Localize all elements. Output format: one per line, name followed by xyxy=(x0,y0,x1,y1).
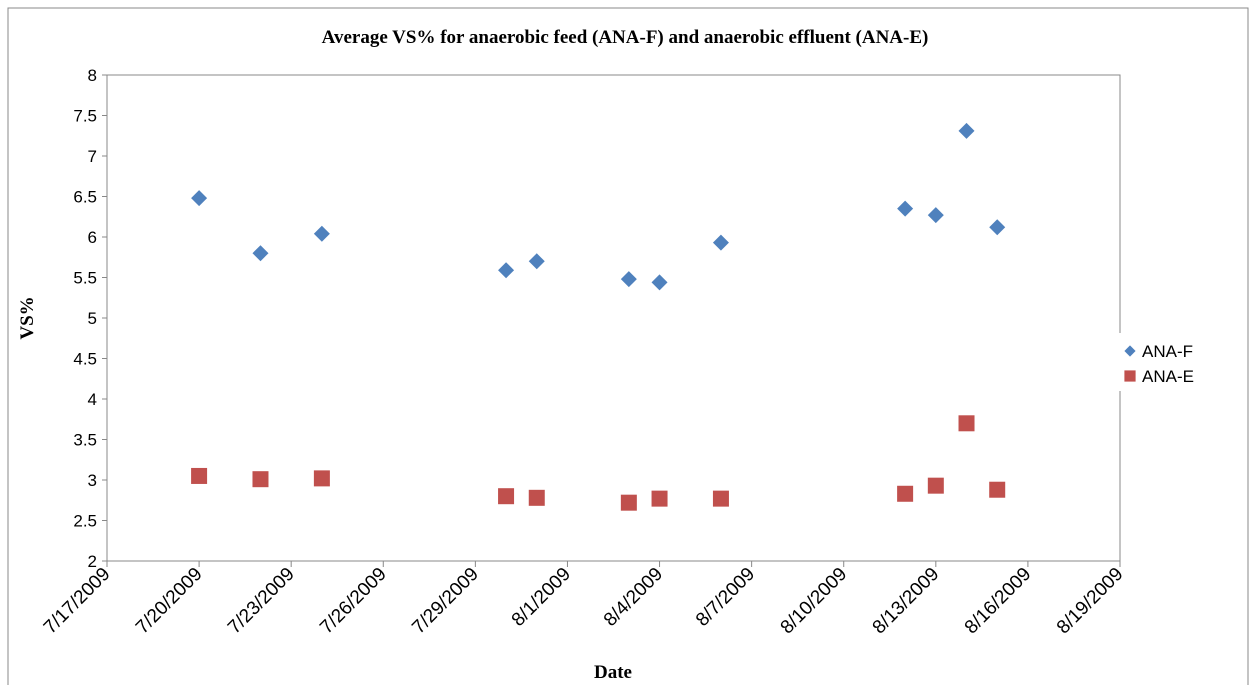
point xyxy=(712,234,729,251)
chart-title: Average VS% for anaerobic feed (ANA-F) a… xyxy=(322,27,929,48)
y-tick-label: 4.5 xyxy=(73,350,97,369)
point xyxy=(191,467,208,484)
y-tick-label: 3 xyxy=(88,471,97,490)
y-tick-label: 5 xyxy=(88,309,97,328)
y-tick-label: 7 xyxy=(88,147,97,166)
point xyxy=(958,122,975,139)
point xyxy=(498,488,515,505)
point xyxy=(498,262,515,279)
point xyxy=(651,274,668,291)
point xyxy=(528,489,545,506)
point xyxy=(989,481,1006,498)
point xyxy=(252,245,269,262)
point xyxy=(897,485,914,502)
y-tick-label: 2 xyxy=(88,552,97,571)
y-tick-label: 6.5 xyxy=(73,188,97,207)
y-tick-label: 7.5 xyxy=(73,107,97,126)
y-tick-label: 8 xyxy=(88,66,97,85)
y-tick-label: 5.5 xyxy=(73,269,97,288)
y-tick-label: 3.5 xyxy=(73,431,97,450)
legend-label: ANA-E xyxy=(1142,367,1194,386)
point xyxy=(252,471,269,488)
legend xyxy=(1118,333,1243,391)
point xyxy=(927,207,944,224)
point xyxy=(651,490,668,507)
legend-marker xyxy=(1124,370,1136,382)
y-tick-label: 4 xyxy=(88,390,97,409)
point xyxy=(927,477,944,494)
y-tick-label: 2.5 xyxy=(73,512,97,531)
point xyxy=(958,415,975,432)
point xyxy=(989,219,1006,236)
point xyxy=(528,253,545,270)
point xyxy=(620,271,637,288)
point xyxy=(313,225,330,242)
point xyxy=(712,490,729,507)
point xyxy=(313,470,330,487)
chart-frame xyxy=(7,7,1249,685)
x-axis-label: Date xyxy=(594,662,632,683)
y-tick-label: 6 xyxy=(88,228,97,247)
legend-label: ANA-F xyxy=(1142,342,1193,361)
y-axis-label: VS% xyxy=(17,296,38,339)
point xyxy=(620,494,637,511)
point xyxy=(191,190,208,207)
point xyxy=(897,200,914,217)
